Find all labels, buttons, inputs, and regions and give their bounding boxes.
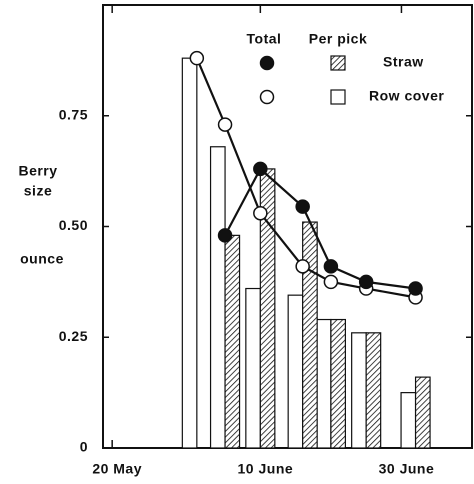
bar	[287, 294, 304, 449]
x-tick-label: 10 June	[238, 461, 294, 477]
point	[358, 274, 374, 290]
line	[224, 167, 416, 290]
point	[323, 259, 339, 274]
y-axis-label: Berry	[18, 163, 57, 179]
point	[253, 161, 268, 177]
y-tick-label: 0.25	[59, 328, 88, 344]
legend-header: Total	[247, 31, 282, 47]
point	[189, 50, 205, 66]
bar	[330, 318, 346, 449]
y-tick-label: 0	[80, 439, 88, 455]
point	[408, 281, 423, 296]
y-tick-label: 0.50	[59, 217, 88, 233]
bar	[224, 234, 241, 449]
legend-symbol	[259, 55, 275, 71]
x-tick-label: 30 June	[379, 461, 435, 477]
legend-symbol	[330, 55, 346, 71]
point	[323, 274, 339, 290]
bar	[209, 146, 226, 449]
y-tick-label: 0.75	[59, 106, 88, 122]
point	[217, 117, 233, 132]
bar	[315, 318, 332, 449]
bar	[302, 221, 318, 449]
legend-label: Straw	[383, 54, 424, 70]
legend-symbol	[259, 89, 275, 105]
bar	[414, 376, 431, 449]
legend-label: Row cover	[369, 88, 444, 104]
x-tick-label: 20 May	[92, 461, 142, 477]
bar	[181, 57, 198, 449]
bar	[400, 392, 417, 449]
bar	[351, 332, 367, 449]
point	[253, 205, 268, 221]
y-axis-label: size	[24, 183, 52, 199]
legend-header: Per pick	[309, 31, 367, 47]
point	[295, 199, 310, 214]
point	[217, 228, 233, 243]
bar	[365, 332, 382, 449]
bar	[245, 287, 261, 449]
legend-symbol	[330, 89, 346, 105]
point	[295, 259, 310, 274]
y-axis-label: ounce	[20, 251, 64, 267]
